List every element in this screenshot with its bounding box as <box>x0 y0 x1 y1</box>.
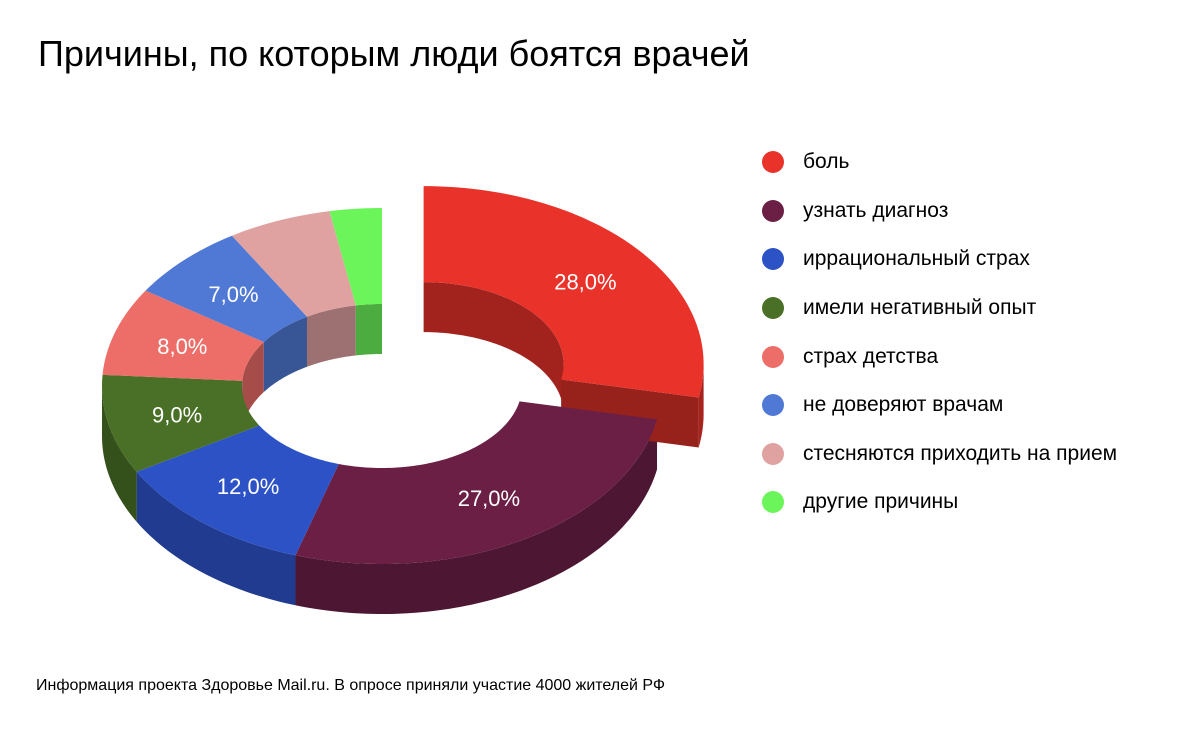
legend-swatch <box>762 151 784 174</box>
legend-label: страх детства <box>803 344 939 368</box>
legend-label: боль <box>803 150 850 174</box>
inner-wall-5 <box>263 316 307 393</box>
legend-item: другие причины <box>762 478 1117 527</box>
outer-wall-1 <box>295 419 658 614</box>
inner-wall-7 <box>355 304 382 356</box>
legend-swatch <box>762 199 784 222</box>
legend-label: стесняются приходить на прием <box>803 441 1118 465</box>
data-label-4: 8,0% <box>157 334 207 359</box>
legend-label: узнать диагноз <box>803 198 949 222</box>
data-label-0: 28,0% <box>554 269 616 294</box>
legend-swatch <box>762 248 784 271</box>
legend-label: не доверяют врачам <box>803 393 1004 417</box>
outer-wall-2 <box>136 471 296 606</box>
legend-swatch <box>762 442 784 465</box>
slice-6 <box>231 211 356 317</box>
data-label-3: 9,0% <box>152 402 202 427</box>
legend-item: страх детства <box>762 332 1117 381</box>
legend-item: имели негативный опыт <box>762 284 1117 333</box>
outer-wall-3 <box>102 386 137 522</box>
legend-swatch <box>762 491 784 514</box>
legend-label: другие причины <box>803 490 959 514</box>
slice-1 <box>295 401 658 564</box>
slice-4 <box>102 290 264 381</box>
inner-wall-6 <box>306 305 356 367</box>
legend-swatch <box>762 297 784 320</box>
legend-item: иррациональный страх <box>762 235 1117 284</box>
inner-wall-0 <box>423 282 564 415</box>
data-label-2: 12,0% <box>217 474 279 499</box>
slice-2 <box>136 425 339 556</box>
slice-5 <box>145 235 307 343</box>
legend-item: стесняются приходить на прием <box>762 430 1117 479</box>
slice-0 <box>423 186 704 398</box>
data-label-1: 27,0% <box>458 486 520 511</box>
legend-item: узнать диагноз <box>762 187 1117 236</box>
data-label-5: 7,0% <box>208 282 258 307</box>
slice-3 <box>102 374 260 472</box>
legend-item: не доверяют врачам <box>762 381 1117 430</box>
legend-label: имели негативный опыт <box>803 296 1037 320</box>
chart-legend: боль узнать диагноз иррациональный страх им… <box>762 138 1117 527</box>
legend-item: боль <box>762 138 1117 187</box>
legend-label: иррациональный страх <box>803 247 1030 271</box>
source-footnote: Информация проекта Здоровье Mail.ru. В о… <box>36 677 666 694</box>
slice-7 <box>329 208 382 306</box>
chart-title: Причины, по которым люди боятся врачей <box>38 33 750 74</box>
legend-swatch <box>762 394 784 417</box>
inner-wall-4 <box>242 342 264 431</box>
outer-wall-0 <box>698 364 704 448</box>
legend-swatch <box>762 345 784 368</box>
